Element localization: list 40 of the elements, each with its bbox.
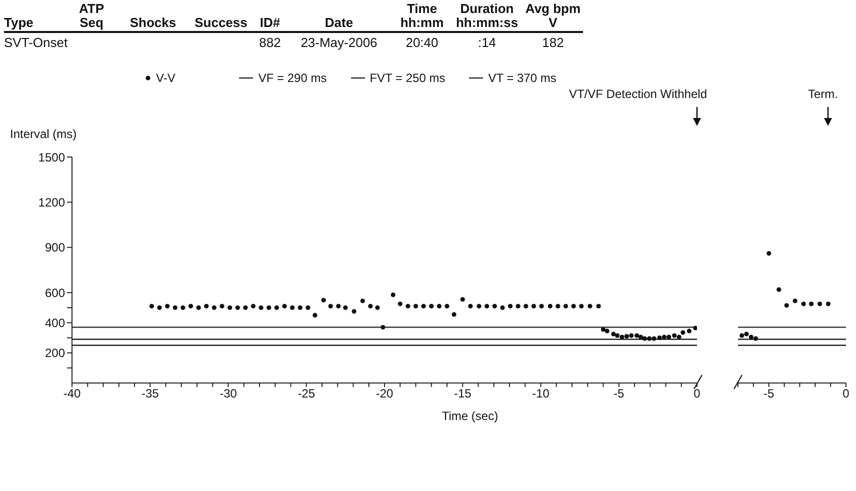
category-label: Duration hh:mm:ss — [454, 1, 520, 30]
text: 23-May-2006 — [300, 35, 378, 50]
y-tick-label: 600 — [44, 286, 66, 300]
x-tick-label: -5 — [614, 386, 625, 401]
legend-label: VF = 290 ms — [257, 71, 327, 85]
text: 882 — [259, 35, 281, 50]
y-tick-label: 1200 — [38, 195, 66, 210]
text: SVT-Onset — [4, 35, 68, 50]
x-tick-label: -35 — [141, 386, 160, 401]
category-label: ID# — [258, 15, 282, 30]
category-label: Shocks — [128, 15, 178, 30]
y-tick-label: 900 — [44, 240, 66, 255]
x-tick-label: -25 — [298, 386, 316, 401]
legend-label: FVT = 250 ms — [368, 71, 446, 85]
x-tick-label: -30 — [220, 386, 238, 401]
legend-label: V-V — [155, 71, 176, 85]
category-label: Time hh:mm — [399, 1, 445, 30]
text: :14 — [478, 35, 496, 50]
category-label: Type — [4, 15, 34, 30]
category-label: Success — [194, 15, 248, 30]
x-axis-title: Time (sec) — [440, 409, 500, 423]
x-tick-label: -5 — [764, 386, 775, 401]
x-tick-label: 0 — [694, 386, 701, 401]
legend-label: VT = 370 ms — [487, 71, 556, 85]
text: 20:40 — [406, 35, 438, 50]
category-label: ATP Seq — [78, 1, 106, 30]
y-axis-title: Interval (ms) — [10, 127, 77, 141]
category-label: Date — [324, 15, 354, 30]
y-tick-label: 1500 — [38, 150, 66, 164]
text: 182 — [542, 35, 564, 50]
y-tick-label: 400 — [44, 316, 66, 330]
x-tick-label: -40 — [63, 386, 81, 401]
x-tick-label: -10 — [532, 386, 550, 401]
text: Term. — [808, 87, 838, 101]
x-tick-label: -20 — [376, 386, 394, 401]
text: VT/VF Detection Withheld — [568, 87, 707, 101]
y-tick-label: 200 — [44, 346, 66, 360]
category-label: Avg bpm V — [524, 1, 582, 30]
x-tick-label: -15 — [454, 386, 472, 401]
x-tick-label: 0 — [842, 386, 850, 401]
